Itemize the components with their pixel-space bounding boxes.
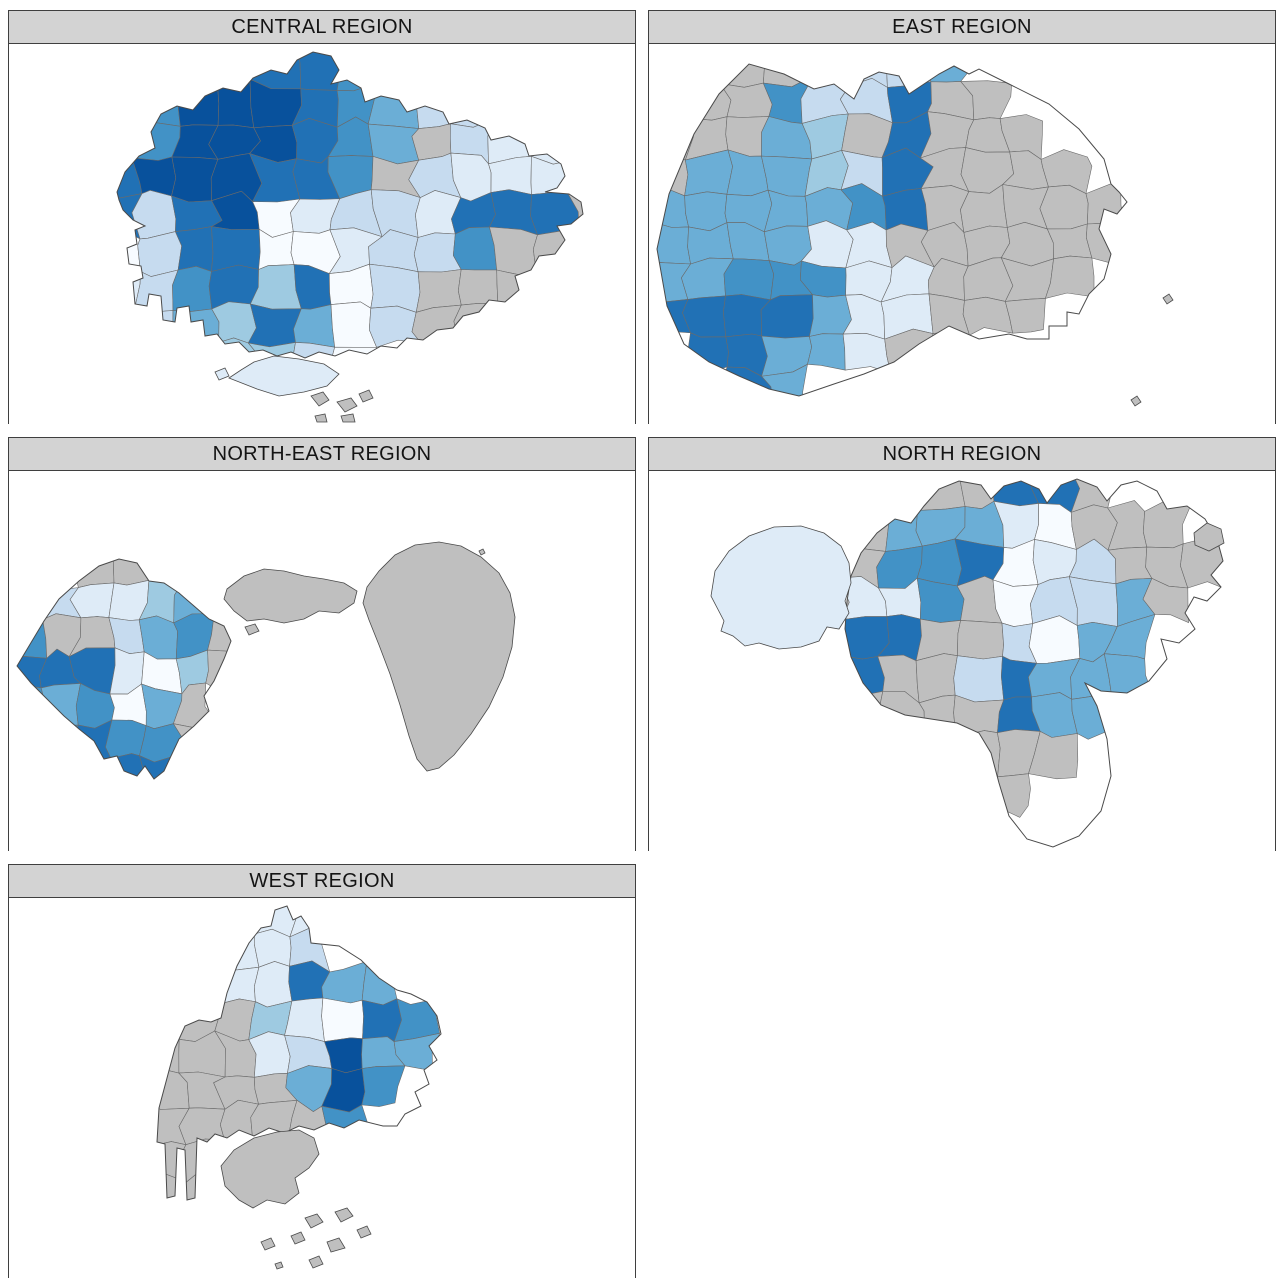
facet-strip-west: WEST REGION <box>9 865 635 898</box>
map-plot-north-east <box>9 471 635 851</box>
facet-title-west: WEST REGION <box>249 870 395 892</box>
facet-title-east: EAST REGION <box>892 16 1032 38</box>
map-plot-east <box>649 44 1275 424</box>
facet-strip-central: CENTRAL REGION <box>9 11 635 44</box>
facet-panel-north-east-region: NORTH-EAST REGION <box>8 437 636 851</box>
map-plot-west <box>9 898 635 1278</box>
facet-panel-north-region: NORTH REGION <box>648 437 1276 851</box>
choropleth-map-north <box>710 478 1225 848</box>
facet-panel-central-region: CENTRAL REGION <box>8 10 636 424</box>
choropleth-map-central <box>116 51 584 423</box>
facet-title-central: CENTRAL REGION <box>231 16 413 38</box>
facet-panel-east-region: EAST REGION <box>648 10 1276 424</box>
facet-title-north: NORTH REGION <box>882 443 1042 465</box>
choropleth-map-west <box>156 905 442 1270</box>
facet-panel-west-region: WEST REGION <box>8 864 636 1278</box>
empty-facet-cell <box>648 864 1276 1278</box>
map-plot-central <box>9 44 635 424</box>
facet-strip-north-east: NORTH-EAST REGION <box>9 438 635 471</box>
choropleth-map-north-east <box>16 541 516 780</box>
facet-strip-east: EAST REGION <box>649 11 1275 44</box>
choropleth-map-east <box>656 63 1174 407</box>
map-plot-north <box>649 471 1275 851</box>
facet-strip-north: NORTH REGION <box>649 438 1275 471</box>
facet-title-north-east: NORTH-EAST REGION <box>212 443 432 465</box>
